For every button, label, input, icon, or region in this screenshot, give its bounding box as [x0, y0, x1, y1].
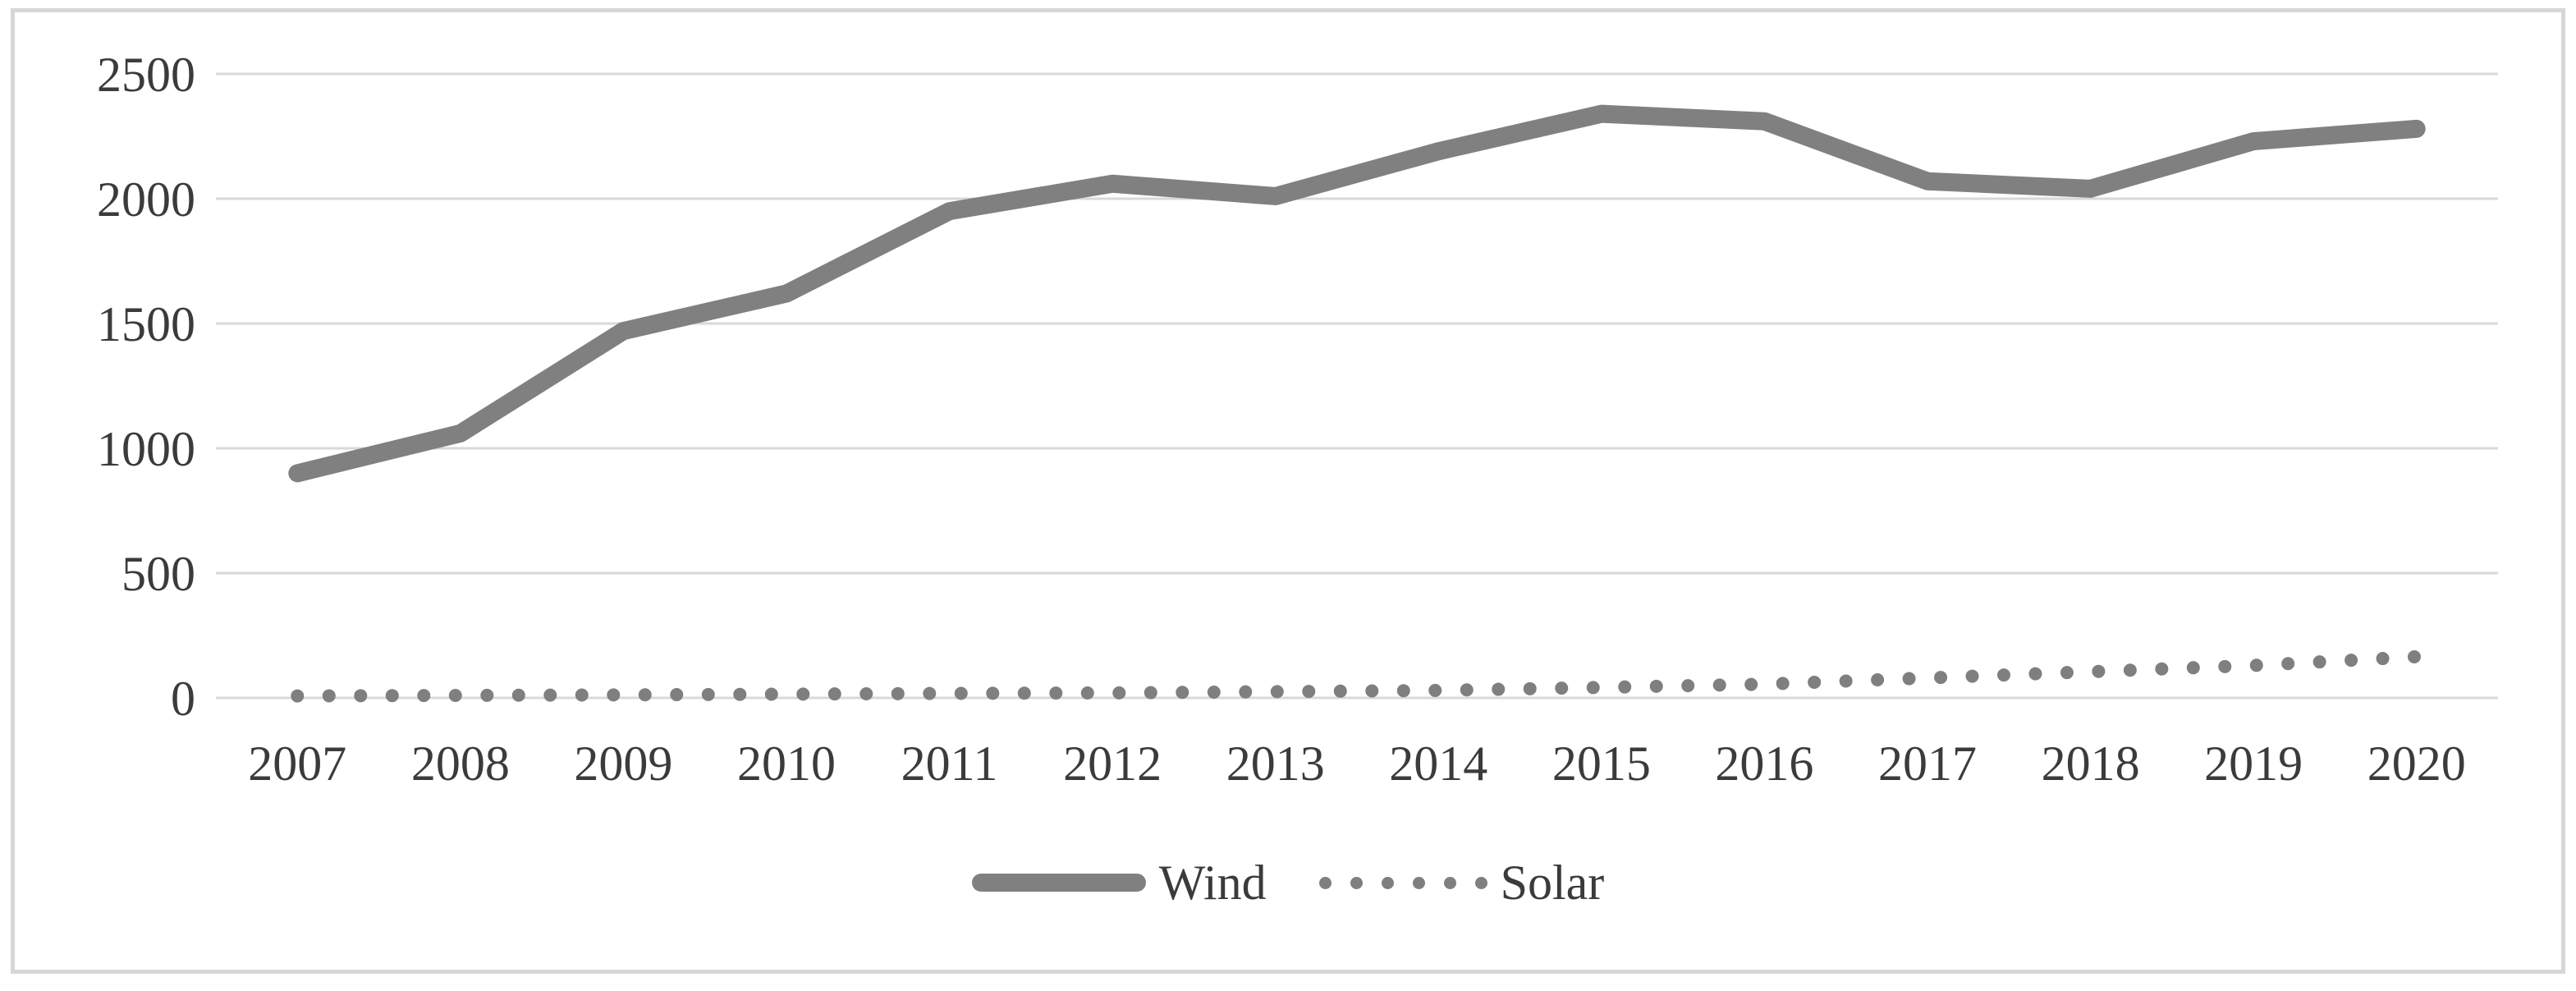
y-axis-tick-label: 500 — [121, 547, 195, 601]
y-axis-tick-label: 1000 — [97, 422, 195, 476]
x-axis-tick-label: 2009 — [574, 736, 672, 791]
wind-series-line — [288, 104, 2426, 483]
x-axis-tick-label: 2012 — [1063, 736, 1162, 791]
y-axis-tick-label: 1500 — [97, 297, 195, 351]
y-axis-tick-label: 2000 — [97, 172, 195, 227]
x-axis-tick-label: 2010 — [737, 736, 836, 791]
x-axis-tick-label: 2020 — [2367, 736, 2466, 791]
x-axis-tick-label: 2013 — [1226, 736, 1325, 791]
chart-frame-border — [11, 8, 2565, 974]
x-axis-tick-label: 2016 — [1715, 736, 1813, 791]
x-axis-tick-label: 2018 — [2042, 736, 2140, 791]
x-axis-tick-label: 2017 — [1878, 736, 1977, 791]
x-axis-tick-label: 2019 — [2204, 736, 2303, 791]
x-axis-tick-label: 2014 — [1389, 736, 1487, 791]
y-axis-tick-label: 2500 — [97, 48, 195, 102]
x-axis-tick-label: 2011 — [901, 736, 998, 791]
x-axis-tick-label: 2007 — [248, 736, 346, 791]
x-axis-tick-label: 2008 — [411, 736, 510, 791]
y-axis-tick-label: 0 — [171, 672, 195, 726]
solar-series-line — [291, 649, 2423, 703]
x-axis-tick-label: 2015 — [1552, 736, 1651, 791]
